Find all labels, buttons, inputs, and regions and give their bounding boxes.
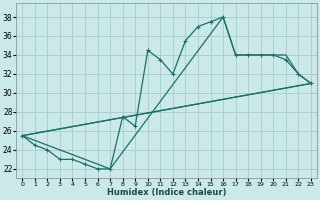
X-axis label: Humidex (Indice chaleur): Humidex (Indice chaleur) [107, 188, 226, 197]
